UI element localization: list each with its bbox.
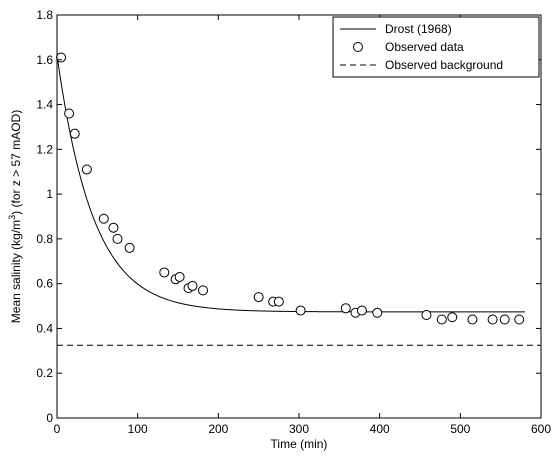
- observed-point: [64, 108, 75, 119]
- legend-label-observed: Observed data: [385, 40, 464, 54]
- observed-point: [447, 312, 458, 323]
- y-tick-label: 1.2: [36, 142, 53, 156]
- y-tick-label: 0.4: [36, 321, 53, 335]
- observed-point: [340, 303, 351, 314]
- observed-point: [56, 52, 67, 63]
- x-tick-label: 200: [208, 422, 228, 436]
- observed-point: [81, 164, 92, 175]
- y-tick-label: 0.6: [36, 277, 53, 291]
- x-tick-label: 0: [54, 422, 61, 436]
- chart-marks: [56, 52, 541, 346]
- observed-point: [124, 242, 135, 253]
- x-tick-label: 300: [289, 422, 309, 436]
- y-axis-label-main: Mean salinity (kg/m: [9, 220, 23, 323]
- observed-point: [356, 305, 367, 316]
- legend-box: [332, 16, 540, 78]
- observed-point: [467, 314, 478, 325]
- observed-point: [499, 314, 510, 325]
- observed-point: [421, 310, 432, 321]
- observed-point: [112, 233, 123, 244]
- y-axis-label-rest: ) (for z > 57 mAOD): [9, 110, 23, 215]
- legend-label-background: Observed background: [385, 58, 503, 72]
- x-axis-label: Time (min): [271, 437, 328, 451]
- observed-point: [69, 128, 80, 139]
- observed-point: [187, 280, 198, 291]
- observed-point: [295, 305, 306, 316]
- y-tick-label: 1.6: [36, 53, 53, 67]
- observed-point: [108, 222, 119, 233]
- observed-point: [253, 292, 264, 303]
- axis-ticks: 0 100 200 300 400 500 600 0 0.2 0.4 0.6 0.8 1 1.2 1.4 1…: [36, 8, 551, 436]
- legend: Drost (1968) Observed data Observed back…: [332, 16, 540, 78]
- observed-point: [487, 314, 498, 325]
- model-curve: [56, 55, 525, 313]
- observed-point: [514, 314, 525, 325]
- x-tick-label: 400: [370, 422, 390, 436]
- y-tick-label: 1.8: [36, 8, 53, 22]
- y-axis-label: Mean salinity (kg/m3) (for z > 57 mAOD): [7, 110, 23, 323]
- y-tick-label: 0: [46, 411, 53, 425]
- x-tick-label: 600: [531, 422, 551, 436]
- y-tick-label: 1.4: [36, 98, 53, 112]
- y-tick-label: 0.8: [36, 232, 53, 246]
- legend-swatch-observed-marker: [353, 42, 363, 52]
- y-axis-label-superscript: 3: [7, 215, 17, 220]
- y-tick-label: 0.2: [36, 366, 53, 380]
- x-tick-label: 500: [450, 422, 470, 436]
- x-tick-label: 100: [128, 422, 148, 436]
- observed-point: [198, 285, 209, 296]
- observed-point: [159, 267, 170, 278]
- observed-point: [98, 213, 109, 224]
- y-tick-label: 1: [46, 187, 53, 201]
- legend-label-model: Drost (1968): [385, 22, 452, 36]
- observed-point: [174, 271, 185, 282]
- observed-point: [372, 307, 383, 318]
- observed-point: [273, 296, 284, 307]
- observed-point: [436, 314, 447, 325]
